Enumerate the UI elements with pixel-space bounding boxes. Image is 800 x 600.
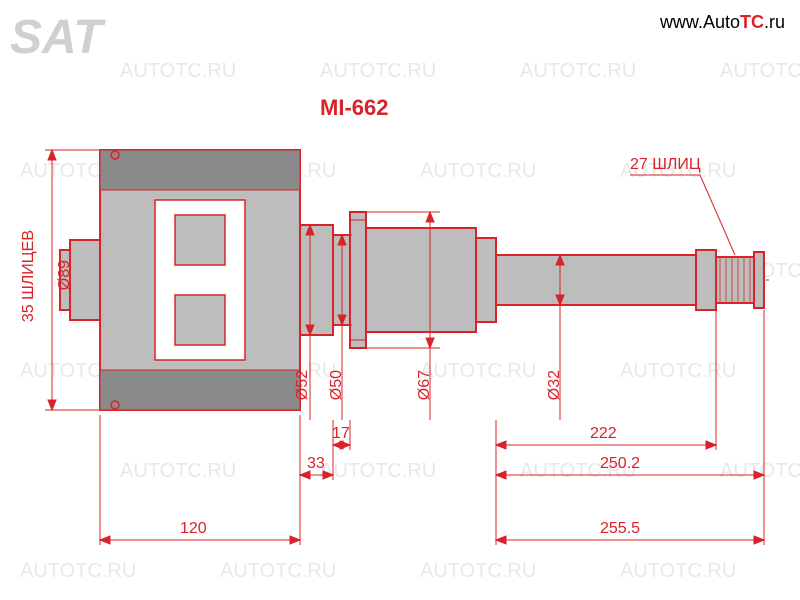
label-len255: 255.5 [600,520,640,538]
label-len250: 250.2 [600,455,640,473]
label-len222: 222 [590,425,617,443]
housing [60,150,300,410]
label-d50: Ø50 [328,370,346,400]
label-len120: 120 [180,520,207,538]
label-len33: 33 [307,455,325,473]
part-number: MI-662 [320,95,388,121]
label-d52: Ø52 [294,370,312,400]
label-splines-right: 27 ШЛИЦ [630,156,701,174]
label-splines-left: 35 ШЛИЦЕВ [20,230,38,322]
label-d67: Ø67 [416,370,434,400]
url-auto: Auto [703,12,740,32]
site-url: www.AutoTC.ru [660,12,785,33]
url-www: www. [660,12,703,32]
label-d89: Ø89 [56,260,74,290]
label-d32: Ø32 [546,370,564,400]
shaft [366,228,764,332]
url-ru: .ru [764,12,785,32]
url-tc: TC [740,12,764,32]
technical-drawing [0,0,800,600]
label-len17: 17 [332,425,350,443]
